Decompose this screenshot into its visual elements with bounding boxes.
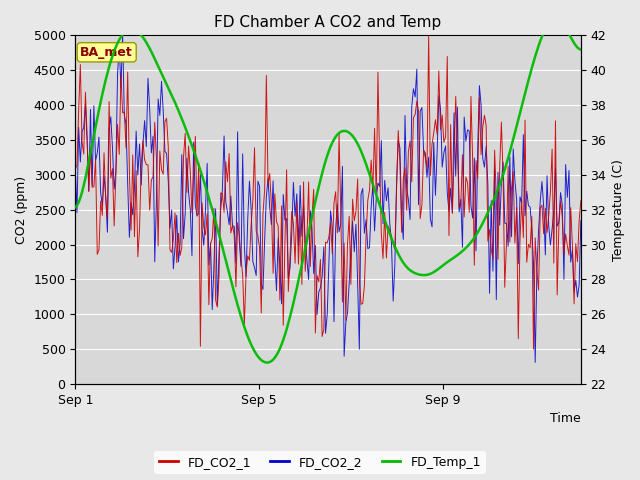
Legend: FD_CO2_1, FD_CO2_2, FD_Temp_1: FD_CO2_1, FD_CO2_2, FD_Temp_1	[154, 451, 486, 474]
Y-axis label: CO2 (ppm): CO2 (ppm)	[15, 176, 28, 244]
Text: Time: Time	[550, 412, 581, 425]
Text: BA_met: BA_met	[81, 46, 133, 59]
Title: FD Chamber A CO2 and Temp: FD Chamber A CO2 and Temp	[214, 15, 442, 30]
Y-axis label: Temperature (C): Temperature (C)	[612, 159, 625, 261]
